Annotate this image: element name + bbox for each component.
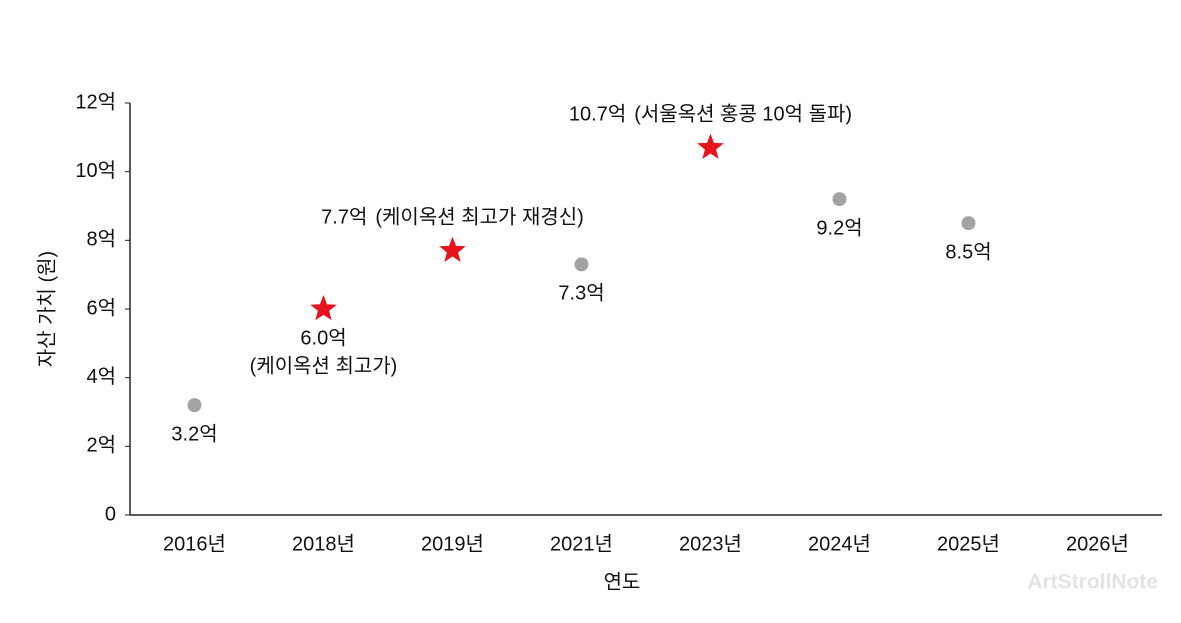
y-tick-label: 4억	[86, 365, 116, 388]
x-tick-label: 2021년	[550, 532, 613, 555]
x-tick-label: 2025년	[937, 532, 1000, 555]
data-label: 10.7억 (서울옥션 홍콩 10억 돌파)	[569, 103, 852, 126]
point	[187, 398, 202, 413]
x-tick-label: 2026년	[1066, 532, 1129, 555]
value-label: 6.0억	[300, 326, 346, 349]
star-point	[310, 295, 337, 321]
value-label: 10.7억	[569, 103, 626, 126]
y-tick-label: 8억	[86, 228, 116, 251]
value-label: 9.2억	[816, 216, 862, 239]
y-tick-label: 0	[105, 503, 116, 525]
annotation: (케이옥션 최고가 재경신)	[375, 206, 583, 229]
star-point	[439, 236, 466, 262]
watermark: ArtStrollNote	[1027, 571, 1158, 594]
y-tick-label: 10억	[75, 159, 116, 182]
point	[961, 216, 976, 231]
annotation: (서울옥션 홍콩 10억 돌파)	[634, 103, 852, 126]
x-tick-label: 2024년	[808, 532, 871, 555]
x-tick-label: 2018년	[292, 532, 355, 555]
value-label: 7.7억	[321, 206, 367, 229]
y-tick-label: 12억	[75, 90, 116, 113]
value-label: 3.2억	[171, 422, 217, 445]
value-label: 8.5억	[945, 240, 991, 263]
x-tick-label: 2016년	[163, 532, 226, 555]
value-label: 7.3억	[558, 282, 604, 305]
y-tick-label: 2억	[86, 434, 116, 457]
x-tick-label: 2019년	[421, 532, 484, 555]
star-point	[697, 133, 724, 159]
y-tick-label: 6억	[86, 296, 116, 319]
x-tick-label: 2023년	[679, 532, 742, 555]
point	[574, 257, 589, 272]
y-axis-label: 자산 가치 (원)	[35, 251, 58, 367]
point	[832, 192, 847, 207]
annotation: (케이옥션 최고가)	[250, 354, 398, 377]
data-label: 7.7억 (케이옥션 최고가 재경신)	[321, 206, 584, 229]
x-axis-label: 연도	[604, 570, 641, 593]
